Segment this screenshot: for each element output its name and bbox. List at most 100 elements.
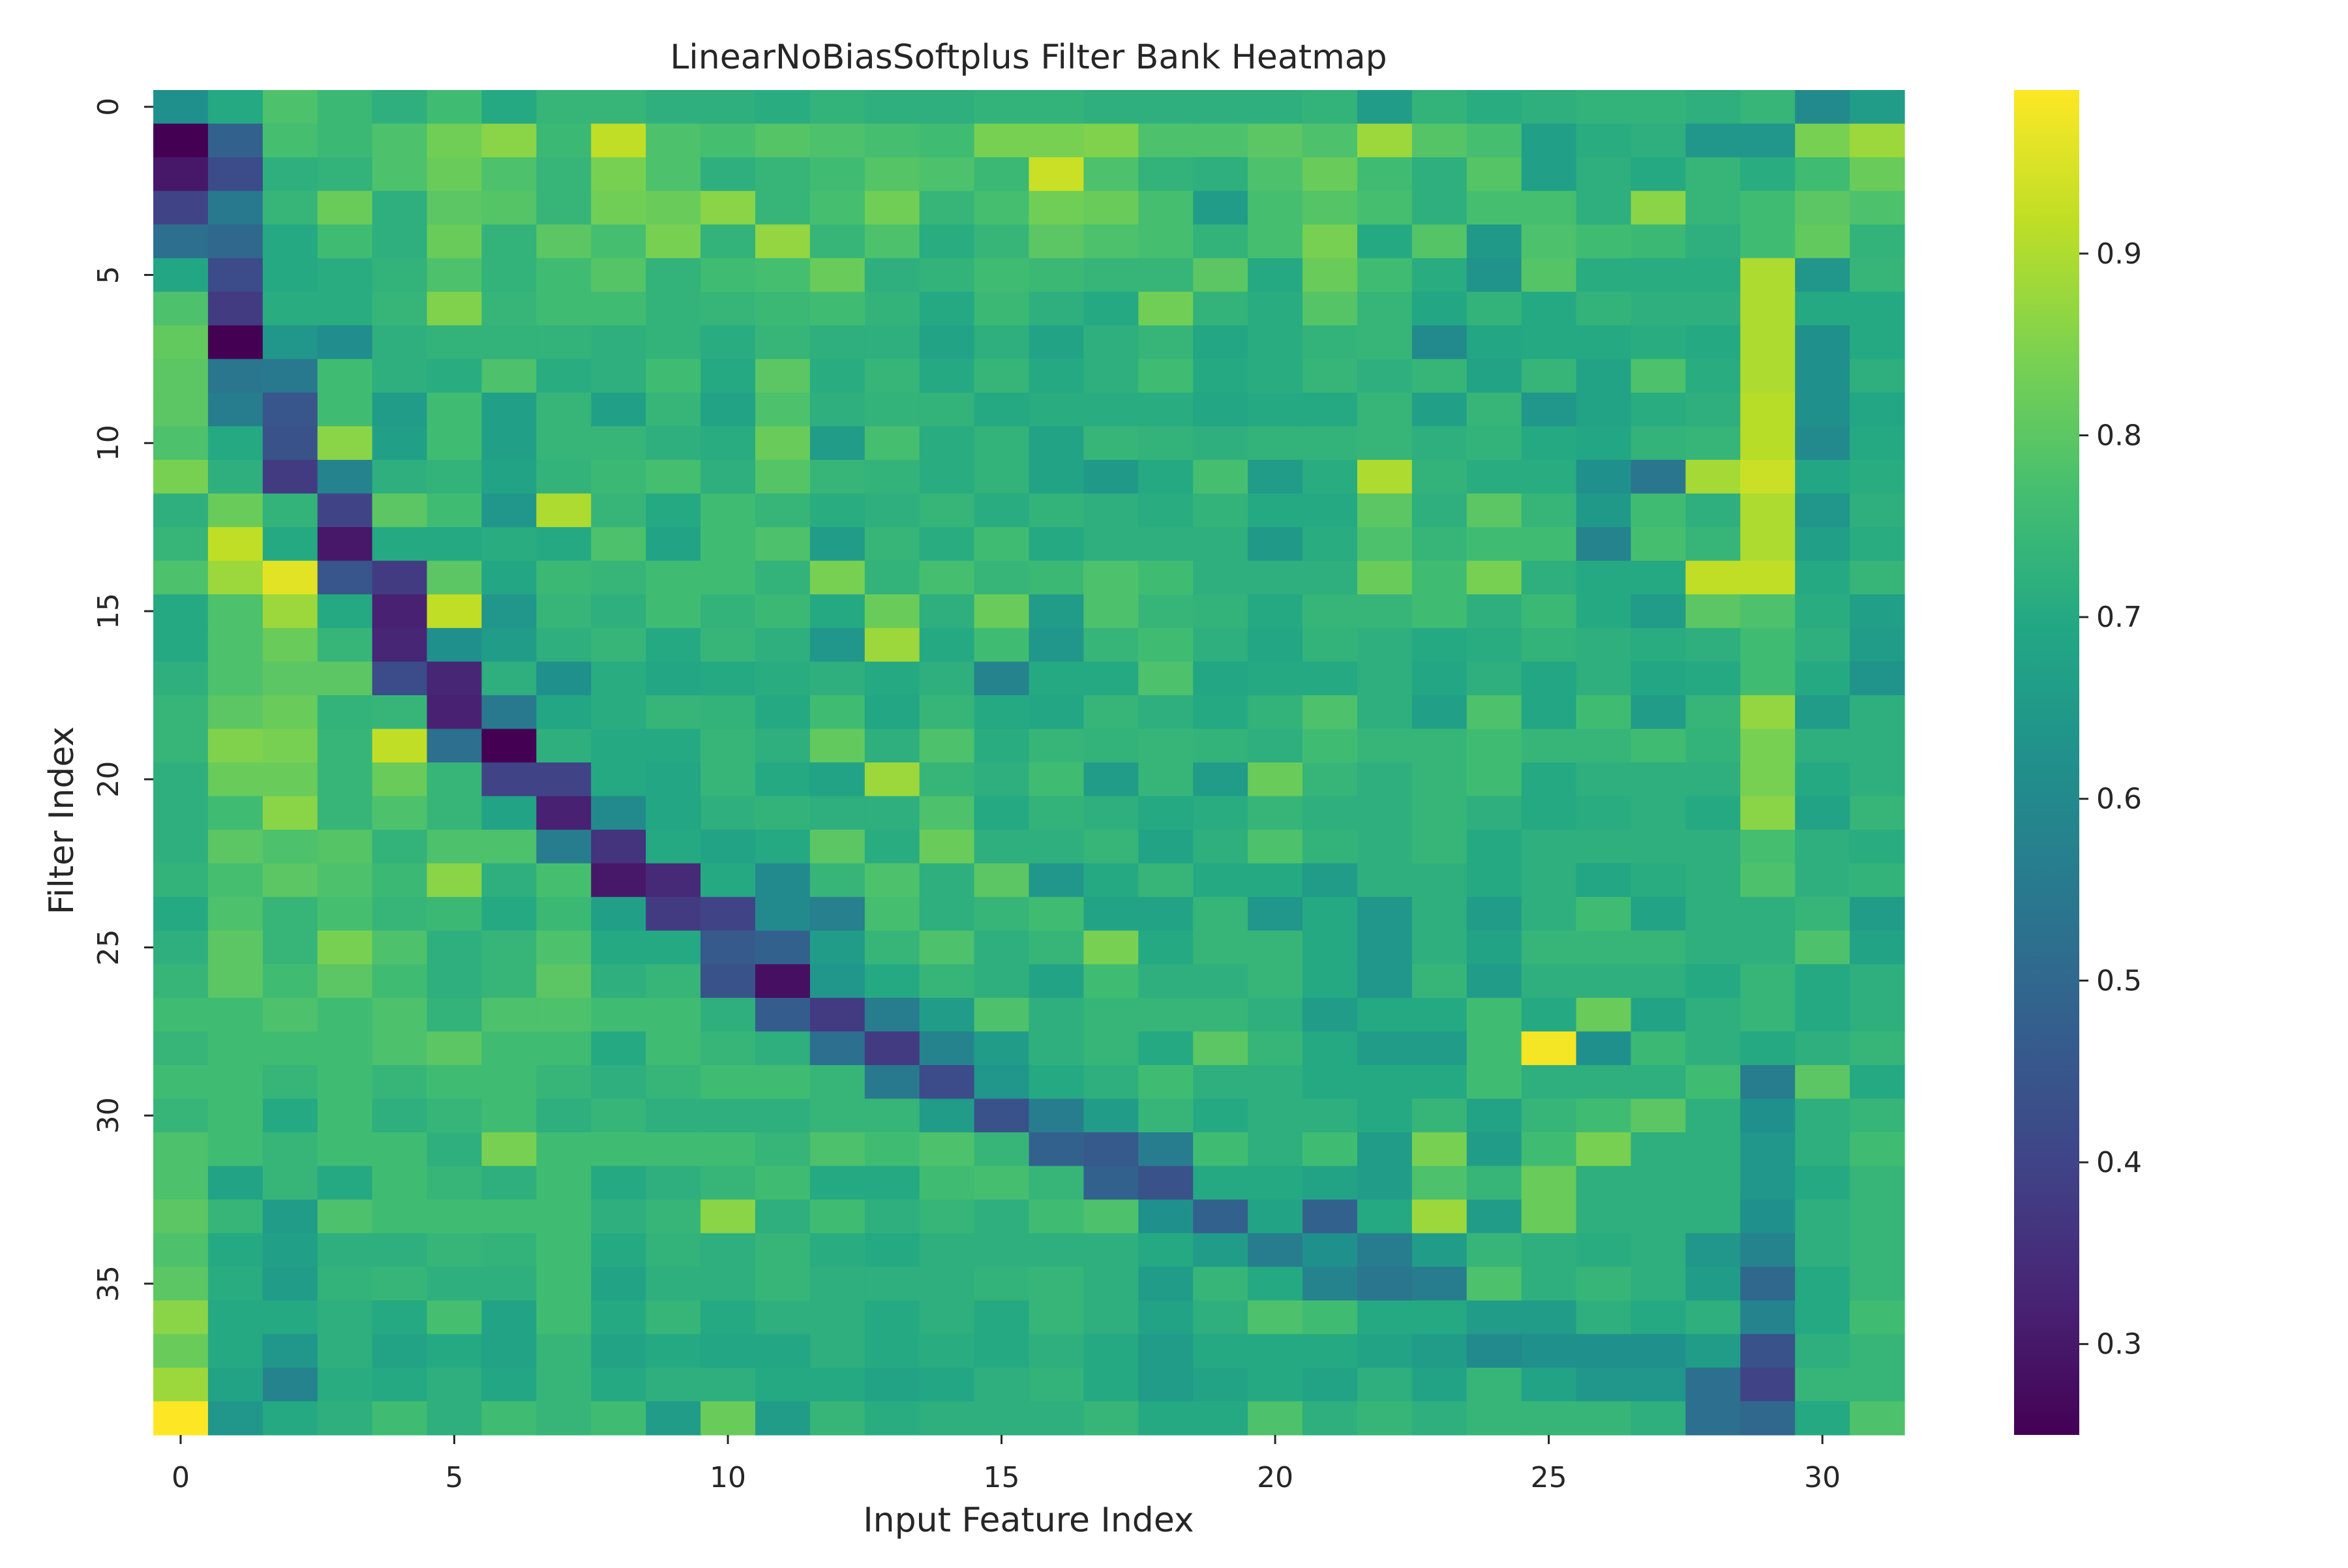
colorbar-tick-label: 0.3 bbox=[2096, 1328, 2142, 1361]
heatmap-cell bbox=[1248, 190, 1303, 225]
heatmap-cell bbox=[1740, 695, 1796, 730]
heatmap-cell bbox=[317, 90, 373, 125]
heatmap-cell bbox=[1740, 627, 1796, 662]
heatmap-cell bbox=[1411, 1166, 1468, 1200]
heatmap-cell bbox=[427, 695, 483, 730]
heatmap-cell bbox=[919, 830, 975, 864]
heatmap-cell bbox=[1248, 964, 1303, 999]
heatmap-cell bbox=[1631, 695, 1686, 730]
heatmap-cell bbox=[1685, 292, 1741, 326]
heatmap-cell bbox=[809, 1267, 865, 1301]
heatmap-cell bbox=[481, 1031, 537, 1066]
heatmap-cell bbox=[153, 762, 209, 797]
heatmap-cell bbox=[1083, 796, 1139, 830]
heatmap-cell bbox=[1795, 1367, 1850, 1402]
heatmap-cell bbox=[1740, 1267, 1796, 1301]
heatmap-cell bbox=[809, 1031, 865, 1066]
heatmap-cell bbox=[1795, 1064, 1850, 1100]
heatmap-cell bbox=[1357, 123, 1413, 158]
heatmap-cell bbox=[536, 1267, 592, 1301]
heatmap-cell bbox=[427, 157, 483, 192]
heatmap-cell bbox=[1795, 1199, 1850, 1234]
heatmap-cell bbox=[1466, 560, 1522, 595]
heatmap-cell bbox=[207, 1166, 263, 1200]
heatmap-cell bbox=[755, 1334, 811, 1368]
heatmap-cell bbox=[1740, 560, 1796, 595]
heatmap-cell bbox=[262, 627, 318, 662]
heatmap-cell bbox=[1302, 1098, 1358, 1133]
heatmap-cell bbox=[481, 157, 537, 192]
heatmap-cell bbox=[153, 1031, 209, 1066]
heatmap-cell bbox=[1411, 359, 1468, 393]
heatmap-cell bbox=[536, 292, 592, 326]
heatmap-cell bbox=[755, 762, 811, 797]
heatmap-cell bbox=[809, 1064, 865, 1100]
heatmap-cell bbox=[536, 964, 592, 999]
heatmap-cell bbox=[1193, 123, 1248, 158]
heatmap-cell bbox=[317, 1267, 373, 1301]
heatmap-cell bbox=[153, 258, 209, 292]
heatmap-cell bbox=[207, 258, 263, 292]
heatmap-cell bbox=[1521, 1132, 1577, 1167]
heatmap-cell bbox=[427, 90, 483, 125]
heatmap-cell bbox=[864, 190, 920, 225]
heatmap-cell bbox=[317, 695, 373, 730]
heatmap-cell bbox=[1631, 627, 1686, 662]
heatmap-cell bbox=[1576, 292, 1632, 326]
heatmap-cell bbox=[427, 1064, 483, 1100]
heatmap-cell bbox=[974, 830, 1030, 864]
heatmap-cell bbox=[864, 661, 920, 696]
heatmap-cell bbox=[317, 830, 373, 864]
heatmap-cell bbox=[1411, 560, 1468, 595]
heatmap-cell bbox=[1411, 1300, 1468, 1334]
heatmap-cell bbox=[1083, 123, 1139, 158]
heatmap-cell bbox=[1631, 762, 1686, 797]
heatmap-cell bbox=[1029, 830, 1085, 864]
heatmap-cell bbox=[1850, 325, 1905, 359]
heatmap-cell bbox=[1631, 325, 1686, 359]
heatmap-cell bbox=[1411, 1064, 1468, 1100]
heatmap-cell bbox=[646, 661, 701, 696]
heatmap-cell bbox=[1576, 897, 1632, 931]
heatmap-cell bbox=[1193, 325, 1248, 359]
heatmap-cell bbox=[481, 190, 537, 225]
heatmap-cell bbox=[591, 157, 646, 192]
heatmap-cell bbox=[1248, 1064, 1303, 1100]
heatmap-cell bbox=[1083, 1334, 1139, 1368]
heatmap-cell bbox=[1740, 1166, 1796, 1200]
heatmap-cell bbox=[1029, 292, 1085, 326]
heatmap-cell bbox=[755, 594, 811, 629]
heatmap-cell bbox=[1740, 359, 1796, 393]
heatmap-cell bbox=[591, 661, 646, 696]
heatmap-cell bbox=[1193, 292, 1248, 326]
heatmap-cell bbox=[809, 1098, 865, 1133]
heatmap-cell bbox=[1193, 1300, 1248, 1334]
heatmap-cell bbox=[1466, 460, 1522, 494]
heatmap-cell bbox=[1631, 897, 1686, 931]
heatmap-cell bbox=[809, 90, 865, 125]
heatmap-cell bbox=[1740, 1334, 1796, 1368]
heatmap-cell bbox=[1029, 258, 1085, 292]
heatmap-cell bbox=[1685, 359, 1741, 393]
heatmap-cell bbox=[864, 627, 920, 662]
heatmap-cell bbox=[809, 527, 865, 562]
heatmap-cell bbox=[919, 1098, 975, 1133]
heatmap-cell bbox=[755, 123, 811, 158]
heatmap-cell bbox=[262, 661, 318, 696]
heatmap-cell bbox=[864, 493, 920, 528]
heatmap-cell bbox=[1521, 190, 1577, 225]
heatmap-cell bbox=[1850, 695, 1905, 730]
heatmap-cell bbox=[1521, 796, 1577, 830]
heatmap-cell bbox=[1521, 964, 1577, 999]
heatmap-cell bbox=[317, 796, 373, 830]
heatmap-cell bbox=[919, 224, 975, 259]
heatmap-cell bbox=[481, 392, 537, 427]
heatmap-cell bbox=[974, 224, 1030, 259]
heatmap-cell bbox=[1029, 796, 1085, 830]
heatmap-cell bbox=[207, 796, 263, 830]
heatmap-cell bbox=[755, 224, 811, 259]
heatmap-cell bbox=[591, 1064, 646, 1100]
heatmap-cell bbox=[1411, 830, 1468, 864]
heatmap-cell bbox=[1248, 224, 1303, 259]
heatmap-cell bbox=[153, 392, 209, 427]
